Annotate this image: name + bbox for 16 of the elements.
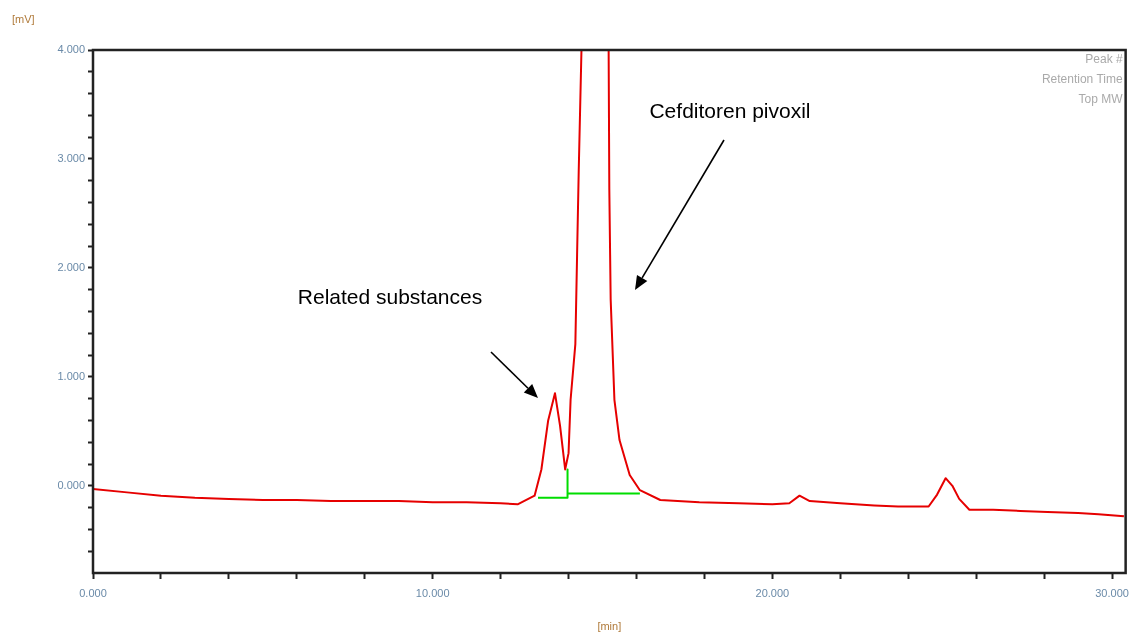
- y-tick-label: 3.000: [57, 151, 85, 164]
- x-tick-label: 10.000: [415, 586, 450, 599]
- y-tick-label: 4.000: [57, 43, 85, 56]
- annotation: Related substances: [297, 284, 483, 308]
- x-tick-label: 0.000: [79, 586, 107, 599]
- x-axis-title: [min]: [597, 620, 622, 633]
- annotation: Top MW: [1078, 92, 1124, 107]
- annotation: Retention Time: [1041, 72, 1123, 87]
- x-tick-label: 30.000: [1095, 586, 1129, 599]
- annotation: Cefditoren pivoxil: [649, 98, 811, 122]
- y-tick-label: 2.000: [57, 260, 85, 273]
- y-tick-label: 1.000: [57, 369, 85, 382]
- annotation: Peak #: [1085, 52, 1123, 67]
- y-axis-title: [mV]: [12, 13, 35, 26]
- y-tick-label: 0.000: [57, 478, 85, 491]
- x-tick-label: 20.000: [755, 586, 790, 599]
